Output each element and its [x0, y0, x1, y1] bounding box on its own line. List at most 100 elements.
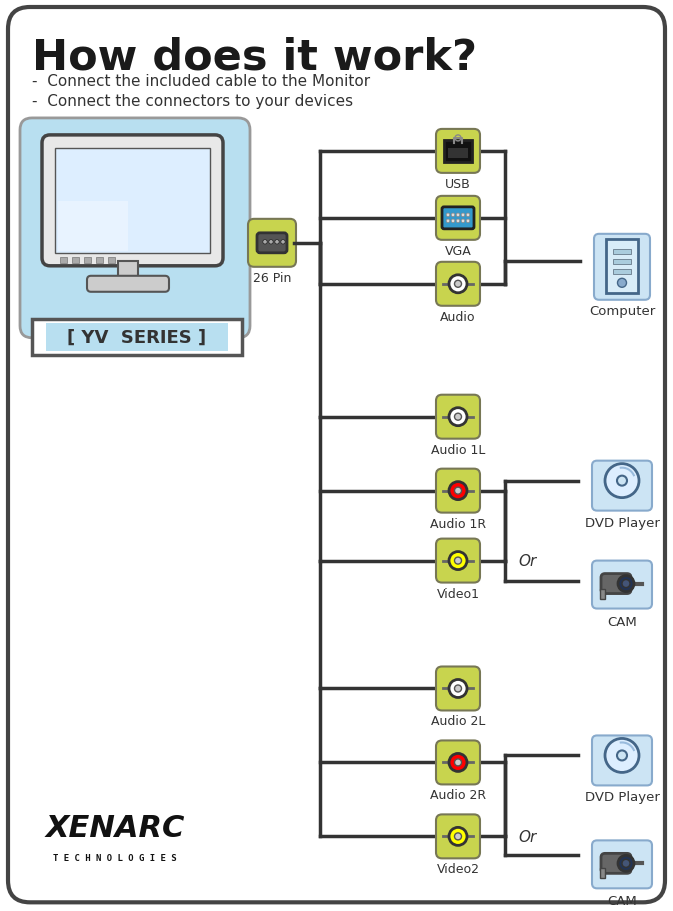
FancyBboxPatch shape [436, 197, 480, 241]
Bar [606, 240, 638, 293]
Circle shape [456, 220, 460, 223]
Circle shape [456, 214, 460, 218]
Circle shape [454, 558, 462, 565]
Circle shape [466, 220, 470, 223]
Text: DVD Player: DVD Player [585, 516, 660, 529]
Text: Or: Or [519, 554, 537, 568]
FancyBboxPatch shape [436, 129, 480, 174]
Circle shape [451, 220, 455, 223]
Text: Audio 1R: Audio 1R [430, 517, 486, 530]
Bar [108, 258, 115, 263]
Circle shape [454, 487, 462, 495]
FancyBboxPatch shape [436, 667, 480, 711]
FancyBboxPatch shape [594, 234, 650, 301]
Circle shape [617, 751, 627, 761]
Text: -  Connect the connectors to your devices: - Connect the connectors to your devices [32, 94, 353, 108]
Circle shape [451, 214, 455, 218]
Circle shape [622, 580, 630, 588]
Circle shape [449, 552, 467, 570]
FancyBboxPatch shape [601, 574, 631, 594]
Text: Audio 2R: Audio 2R [430, 789, 486, 802]
FancyBboxPatch shape [601, 854, 631, 874]
Circle shape [449, 482, 467, 500]
FancyBboxPatch shape [20, 118, 250, 338]
Bar [613, 260, 631, 264]
Text: Audio: Audio [440, 311, 476, 323]
Bar [55, 148, 210, 253]
Bar [118, 261, 138, 280]
Circle shape [622, 859, 630, 867]
FancyBboxPatch shape [436, 469, 480, 513]
Circle shape [466, 214, 470, 218]
Text: Or: Or [519, 829, 537, 844]
Circle shape [618, 576, 634, 592]
Circle shape [618, 279, 627, 288]
Text: DVD Player: DVD Player [585, 791, 660, 804]
Text: XENARC: XENARC [45, 814, 184, 843]
FancyBboxPatch shape [436, 741, 480, 784]
Circle shape [454, 685, 462, 692]
Bar [72, 258, 79, 263]
Text: CAM: CAM [607, 615, 637, 628]
Circle shape [449, 680, 467, 698]
FancyBboxPatch shape [42, 136, 223, 267]
Circle shape [461, 214, 465, 218]
Circle shape [605, 739, 639, 773]
FancyBboxPatch shape [87, 277, 169, 292]
Circle shape [449, 408, 467, 426]
Circle shape [269, 241, 273, 245]
Text: USB: USB [445, 178, 471, 190]
Bar [613, 250, 631, 254]
FancyBboxPatch shape [257, 233, 287, 253]
Bar [32, 320, 242, 355]
Circle shape [617, 476, 627, 486]
FancyBboxPatch shape [442, 208, 474, 230]
Text: T E C H N O L O G I E S: T E C H N O L O G I E S [53, 854, 177, 863]
Circle shape [446, 214, 450, 218]
Circle shape [281, 241, 285, 245]
Bar [60, 258, 67, 263]
Text: Audio 2L: Audio 2L [431, 715, 485, 728]
Circle shape [449, 827, 467, 845]
Circle shape [454, 414, 462, 421]
Bar [448, 148, 468, 159]
Bar [444, 140, 472, 163]
FancyBboxPatch shape [436, 539, 480, 583]
Circle shape [454, 759, 462, 766]
Text: [ YV  SERIES ]: [ YV SERIES ] [67, 328, 207, 346]
Text: Computer: Computer [589, 304, 655, 317]
Bar [58, 201, 128, 251]
FancyBboxPatch shape [592, 736, 652, 785]
Text: Video2: Video2 [437, 863, 479, 875]
Circle shape [449, 275, 467, 293]
Text: -  Connect the included cable to the Monitor: - Connect the included cable to the Moni… [32, 74, 370, 89]
FancyBboxPatch shape [8, 8, 665, 902]
Bar [46, 323, 228, 352]
FancyBboxPatch shape [592, 841, 652, 888]
FancyBboxPatch shape [248, 220, 296, 268]
Text: How does it work?: How does it work? [32, 37, 477, 79]
Text: CAM: CAM [607, 895, 637, 907]
FancyBboxPatch shape [592, 461, 652, 511]
Text: 26 Pin: 26 Pin [253, 271, 291, 284]
FancyBboxPatch shape [592, 561, 652, 609]
Text: Video1: Video1 [437, 587, 479, 600]
Circle shape [275, 241, 279, 245]
Circle shape [618, 855, 634, 872]
Circle shape [446, 220, 450, 223]
Bar [96, 258, 103, 263]
FancyBboxPatch shape [436, 262, 480, 306]
FancyBboxPatch shape [436, 395, 480, 439]
Circle shape [262, 241, 267, 245]
Circle shape [449, 753, 467, 772]
Bar [613, 270, 631, 274]
Bar [84, 258, 91, 263]
Circle shape [454, 833, 462, 840]
Circle shape [454, 281, 462, 288]
Text: Audio 1L: Audio 1L [431, 443, 485, 456]
FancyBboxPatch shape [436, 814, 480, 858]
Text: VGA: VGA [445, 244, 471, 258]
Circle shape [605, 464, 639, 498]
Bar [600, 589, 605, 599]
Circle shape [461, 220, 465, 223]
